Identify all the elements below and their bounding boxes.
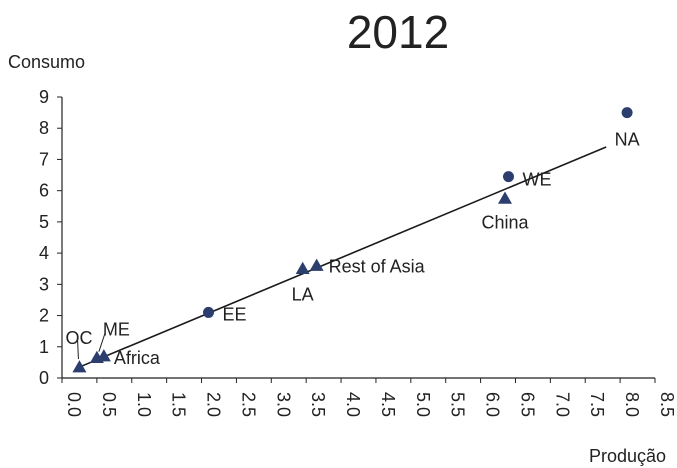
x-tick-label: 2.5 [238, 392, 258, 417]
point-label: EE [223, 304, 247, 324]
x-tick-label: 3.5 [308, 392, 328, 417]
chart-title: 2012 [347, 6, 449, 58]
point-marker-circle [502, 171, 514, 183]
x-tick-label: 1.5 [169, 392, 189, 417]
y-tick-label: 1 [39, 337, 49, 357]
point-label: OC [65, 328, 92, 348]
x-tick-label: 0.5 [99, 392, 119, 417]
point-marker-circle [203, 306, 215, 318]
point-marker-triangle [309, 258, 324, 271]
x-tick-label: 6.5 [517, 392, 537, 417]
trendline [79, 146, 607, 368]
data-points: OC ME Africa EE LA Rest of Asia China WE NA [65, 107, 640, 373]
point-label: Africa [114, 348, 161, 368]
point-marker-triangle [498, 191, 513, 204]
data-point: Rest of Asia [309, 257, 426, 277]
x-axis-label: Produção [589, 446, 666, 466]
y-tick-label: 7 [39, 149, 49, 169]
data-point: China [481, 191, 530, 232]
y-axis-label: Consumo [8, 52, 85, 72]
point-label: LA [292, 285, 314, 305]
point-label: ME [103, 320, 130, 340]
data-point: NA [615, 107, 640, 150]
y-tick-label: 4 [39, 243, 49, 263]
point-marker-triangle [96, 349, 111, 362]
x-tick-label: 4.5 [378, 392, 398, 417]
oc-leader-line [76, 337, 79, 360]
y-tick-label: 0 [39, 368, 49, 388]
point-label: NA [615, 130, 640, 150]
y-tick-label: 2 [39, 306, 49, 326]
point-marker-circle [621, 107, 633, 119]
data-point: EE [203, 304, 247, 324]
point-label: China [481, 212, 529, 232]
x-tick-label: 5.0 [413, 392, 433, 417]
x-tick-label: 8.0 [622, 392, 642, 417]
axes: 0 1 2 3 4 5 6 7 8 9 0.0 0.5 1.0 1.5 2.0 2.5 3.0 3.5 4.0 4.5… [39, 87, 677, 417]
trendline-group [79, 146, 607, 368]
y-tick-label: 8 [39, 118, 49, 138]
y-tick-label: 6 [39, 181, 49, 201]
me-leader-line [98, 333, 106, 352]
point-label: WE [522, 170, 551, 190]
x-tick-label: 5.5 [448, 392, 468, 417]
point-marker-triangle [72, 360, 87, 373]
point-marker-triangle [295, 261, 310, 274]
x-tick-label: 3.0 [273, 392, 293, 417]
y-tick-label: 5 [39, 212, 49, 232]
data-point: WE [502, 170, 551, 190]
x-tick-label: 2.0 [204, 392, 224, 417]
x-tick-label: 4.0 [343, 392, 363, 417]
x-tick-label: 8.5 [657, 392, 677, 417]
data-point: Africa [96, 348, 161, 368]
x-tick-label: 7.0 [552, 392, 572, 417]
data-point: LA [292, 261, 314, 305]
point-label: Rest of Asia [329, 257, 426, 277]
x-tick-label: 6.0 [483, 392, 503, 417]
x-tick-label: 0.0 [64, 392, 84, 417]
x-tick-label: 1.0 [134, 392, 154, 417]
y-tick-label: 9 [39, 87, 49, 107]
x-tick-label: 7.5 [587, 392, 607, 417]
y-tick-label: 3 [39, 274, 49, 294]
data-point: OC [65, 328, 92, 373]
